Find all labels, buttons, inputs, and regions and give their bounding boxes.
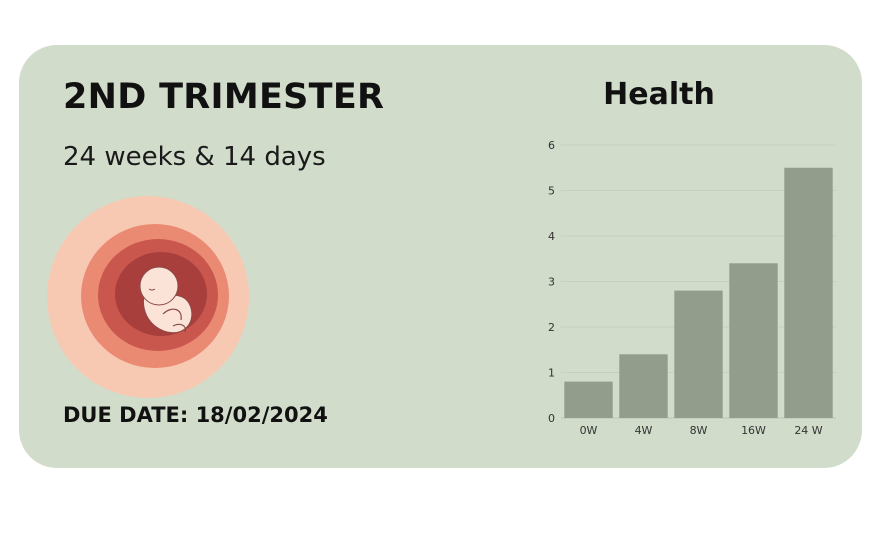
health-bar-chart: 0 1 2 3 4 5 6 0W 4W 8W 16W 24 W [548, 139, 836, 437]
x-tick-label: 16W [741, 424, 766, 437]
chart-title: Health [603, 77, 715, 112]
y-tick-label: 2 [548, 321, 555, 334]
due-date: DUE DATE: 18/02/2024 [63, 403, 328, 427]
y-tick-label: 5 [548, 185, 555, 198]
y-tick-label: 6 [548, 139, 555, 152]
x-tick-label: 4W [635, 424, 653, 437]
y-tick-label: 1 [548, 367, 555, 380]
bar-24w [784, 167, 833, 418]
x-tick-label: 0W [580, 424, 598, 437]
bar-0w [564, 381, 613, 418]
y-tick-label: 0 [548, 412, 555, 425]
x-tick-label: 8W [690, 424, 708, 437]
bar-16w [729, 263, 778, 418]
pregnancy-duration: 24 weeks & 14 days [63, 142, 326, 172]
bar-8w [674, 290, 723, 418]
x-tick-label: 24 W [794, 424, 822, 437]
fetus-in-womb-icon [47, 196, 249, 398]
trimester-card: 2ND TRIMESTER 24 weeks & 14 days DUE DAT… [19, 45, 862, 468]
bar-4w [619, 354, 668, 418]
trimester-title: 2ND TRIMESTER [63, 77, 385, 117]
y-tick-label: 4 [548, 230, 555, 243]
y-tick-label: 3 [548, 276, 555, 289]
